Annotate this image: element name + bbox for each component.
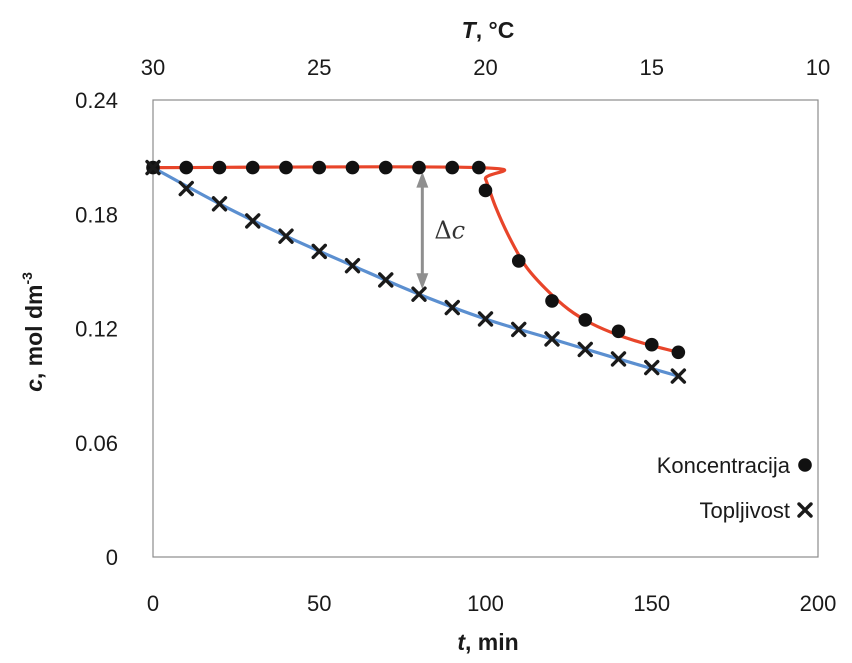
topljivost-point xyxy=(278,228,294,244)
y-tick-label: 0.06 xyxy=(75,431,118,456)
x-stroke-b xyxy=(178,180,194,197)
plot-frame xyxy=(152,99,819,558)
x-stroke-b xyxy=(411,286,427,302)
koncentracija-point xyxy=(445,160,460,175)
koncentracija-point xyxy=(545,294,559,308)
koncentracija-point xyxy=(378,160,393,175)
top-x-tick-label: 15 xyxy=(640,55,664,80)
top-x-axis-ticks: 30 25 20 15 10 xyxy=(141,55,830,80)
top-x-tick-label: 10 xyxy=(806,55,830,80)
topljivost-point xyxy=(178,180,194,197)
delta-c-label: Δc xyxy=(434,216,465,244)
top-x-tick-label: 30 xyxy=(141,55,165,80)
x-stroke-b xyxy=(644,359,660,376)
topljivost-point xyxy=(411,286,427,302)
x-stroke-b xyxy=(797,502,813,518)
x-stroke-b xyxy=(544,331,560,347)
topljivost-point xyxy=(344,257,361,274)
top-x-tick-label: 20 xyxy=(473,55,497,80)
koncentracija-point xyxy=(279,160,293,175)
x-stroke-b xyxy=(378,272,394,288)
plot-area-border xyxy=(152,99,819,558)
topljivost-point xyxy=(610,351,627,367)
y-axis-title: c, mol dm-3 xyxy=(19,272,47,392)
top-x-axis-title: T, °C xyxy=(462,17,515,43)
legend-label: Koncentracija xyxy=(657,453,791,478)
delta-c-annotation: Δc xyxy=(416,171,465,290)
topljivost-point xyxy=(544,331,560,347)
x-tick-label: 0 xyxy=(147,591,159,616)
koncentracija-point xyxy=(472,160,486,175)
x-stroke-b xyxy=(211,196,228,212)
koncentracija-fit-line xyxy=(152,165,679,354)
y-tick-label: 0.12 xyxy=(75,317,118,342)
x-stroke-b xyxy=(278,228,294,244)
series-lines xyxy=(152,165,679,378)
y-tick-label: 0.24 xyxy=(75,88,118,113)
topljivost-point xyxy=(311,243,327,260)
x-tick-label: 200 xyxy=(800,591,837,616)
delta-symbol: Δ xyxy=(434,216,451,244)
y-tick-label: 0 xyxy=(106,545,118,570)
x-axis-title: t, min xyxy=(457,629,518,655)
topljivost-point xyxy=(670,368,687,384)
koncentracija-point xyxy=(179,160,194,175)
topljivost-point xyxy=(145,159,161,176)
legend-marker-koncentracija xyxy=(798,458,812,472)
delta-c-arrow-head-up xyxy=(416,171,429,188)
legend: Koncentracija Topljivost xyxy=(657,453,813,523)
x-stroke-b xyxy=(444,299,460,316)
koncentracija-point xyxy=(671,345,686,360)
legend-label: Topljivost xyxy=(700,498,790,523)
x-tick-label: 50 xyxy=(307,591,331,616)
topljivost-point xyxy=(211,196,228,212)
topljivost-point xyxy=(245,213,261,229)
koncentracija-point xyxy=(212,160,227,175)
topljivost-point xyxy=(444,299,460,316)
koncentracija-point xyxy=(412,160,426,175)
y-tick-label: 0.18 xyxy=(75,202,118,227)
x-stroke-b xyxy=(610,351,627,367)
koncentracija-point xyxy=(578,313,593,327)
x-stroke-b xyxy=(577,341,593,358)
koncentracija-point xyxy=(644,337,659,352)
delta-var: c xyxy=(452,216,465,244)
koncentracija-point xyxy=(611,324,626,339)
koncentracija-point xyxy=(245,160,260,175)
koncentracija-point xyxy=(312,160,327,175)
koncentracija-point xyxy=(345,160,360,175)
x-tick-label: 150 xyxy=(633,591,670,616)
legend-marker-topljivost xyxy=(797,502,813,518)
topljivost-point xyxy=(644,359,660,376)
topljivost-fit-line xyxy=(152,166,679,378)
topljivost-point xyxy=(511,321,527,338)
topljivost-point xyxy=(378,272,394,288)
x-stroke-b xyxy=(145,159,161,176)
x-stroke-b xyxy=(344,257,361,274)
koncentracija-point xyxy=(478,183,493,198)
x-axis-ticks: 0 50 100 150 200 xyxy=(147,591,836,616)
topljivost-point xyxy=(477,311,494,327)
x-stroke-b xyxy=(311,243,327,260)
top-x-tick-label: 25 xyxy=(307,55,331,80)
x-tick-label: 100 xyxy=(467,591,504,616)
delta-c-arrow-head-down xyxy=(416,273,429,290)
x-stroke-b xyxy=(511,321,527,338)
x-stroke-b xyxy=(477,311,494,327)
x-stroke-b xyxy=(670,368,687,384)
topljivost-point xyxy=(577,341,593,358)
y-axis-ticks: 0 0.06 0.12 0.18 0.24 xyxy=(75,88,118,570)
series-markers xyxy=(145,159,687,384)
koncentracija-point xyxy=(511,254,526,268)
x-stroke-b xyxy=(245,213,261,229)
